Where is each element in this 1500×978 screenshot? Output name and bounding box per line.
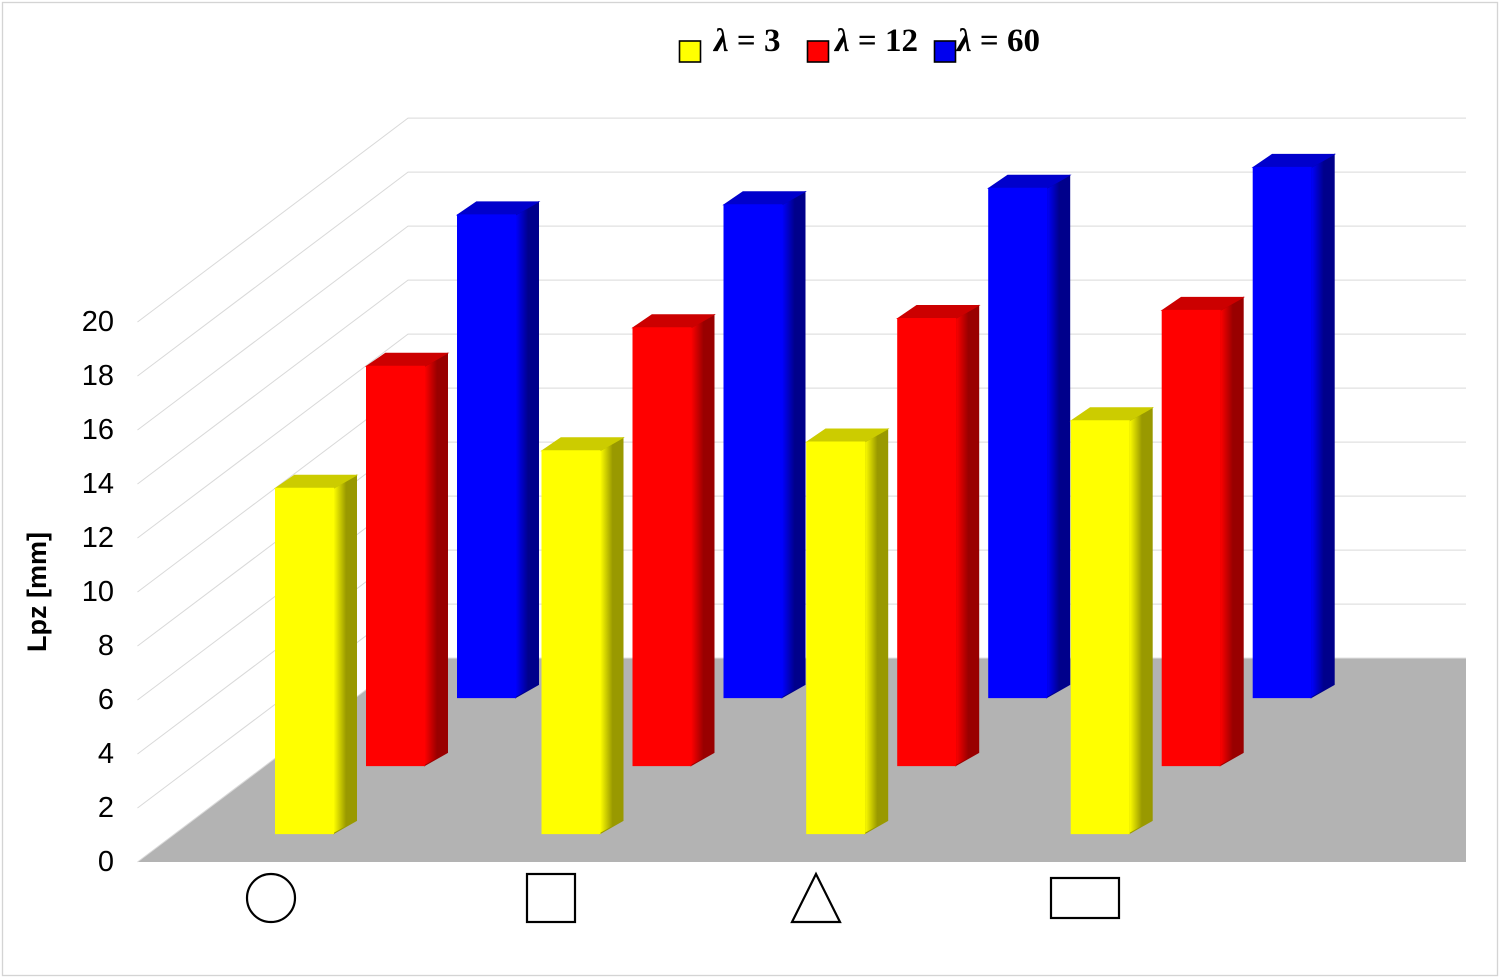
svg-text:8: 8 xyxy=(98,630,114,662)
svg-text:18: 18 xyxy=(82,360,114,392)
svg-text:6: 6 xyxy=(98,684,114,716)
svg-text:0: 0 xyxy=(98,846,114,878)
svg-text:14: 14 xyxy=(82,468,114,500)
svg-text:10: 10 xyxy=(82,576,114,608)
svg-text:2: 2 xyxy=(98,792,114,824)
svg-text:4: 4 xyxy=(98,738,114,770)
svg-text:20: 20 xyxy=(82,306,114,338)
svg-text:12: 12 xyxy=(82,522,114,554)
svg-text:16: 16 xyxy=(82,414,114,446)
svg-text:Lpz [mm]: Lpz [mm] xyxy=(22,532,52,652)
